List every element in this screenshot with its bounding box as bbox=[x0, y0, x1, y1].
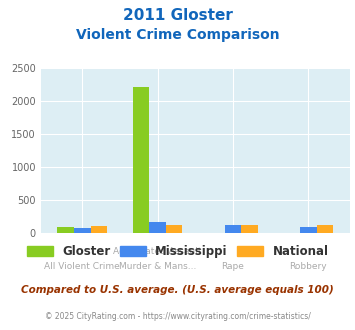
Text: Robbery: Robbery bbox=[289, 261, 327, 271]
Bar bbox=[317, 225, 333, 233]
Text: Compared to U.S. average. (U.S. average equals 100): Compared to U.S. average. (U.S. average … bbox=[21, 285, 334, 295]
Bar bbox=[74, 228, 91, 233]
Bar bbox=[133, 87, 149, 233]
Bar bbox=[225, 225, 241, 233]
Text: Aggravated Assault: Aggravated Assault bbox=[113, 248, 202, 256]
Text: Rape: Rape bbox=[222, 261, 244, 271]
Text: All Violent Crime: All Violent Crime bbox=[44, 261, 120, 271]
Text: Violent Crime Comparison: Violent Crime Comparison bbox=[76, 28, 279, 42]
Bar bbox=[241, 225, 258, 233]
Bar bbox=[91, 226, 107, 233]
Text: Murder & Mans...: Murder & Mans... bbox=[119, 261, 196, 271]
Bar bbox=[166, 225, 182, 233]
Text: 2011 Gloster: 2011 Gloster bbox=[122, 8, 233, 23]
Bar bbox=[149, 222, 166, 233]
Text: © 2025 CityRating.com - https://www.cityrating.com/crime-statistics/: © 2025 CityRating.com - https://www.city… bbox=[45, 312, 310, 321]
Legend: Gloster, Mississippi, National: Gloster, Mississippi, National bbox=[27, 245, 328, 258]
Bar bbox=[58, 227, 74, 233]
Bar bbox=[300, 227, 317, 233]
